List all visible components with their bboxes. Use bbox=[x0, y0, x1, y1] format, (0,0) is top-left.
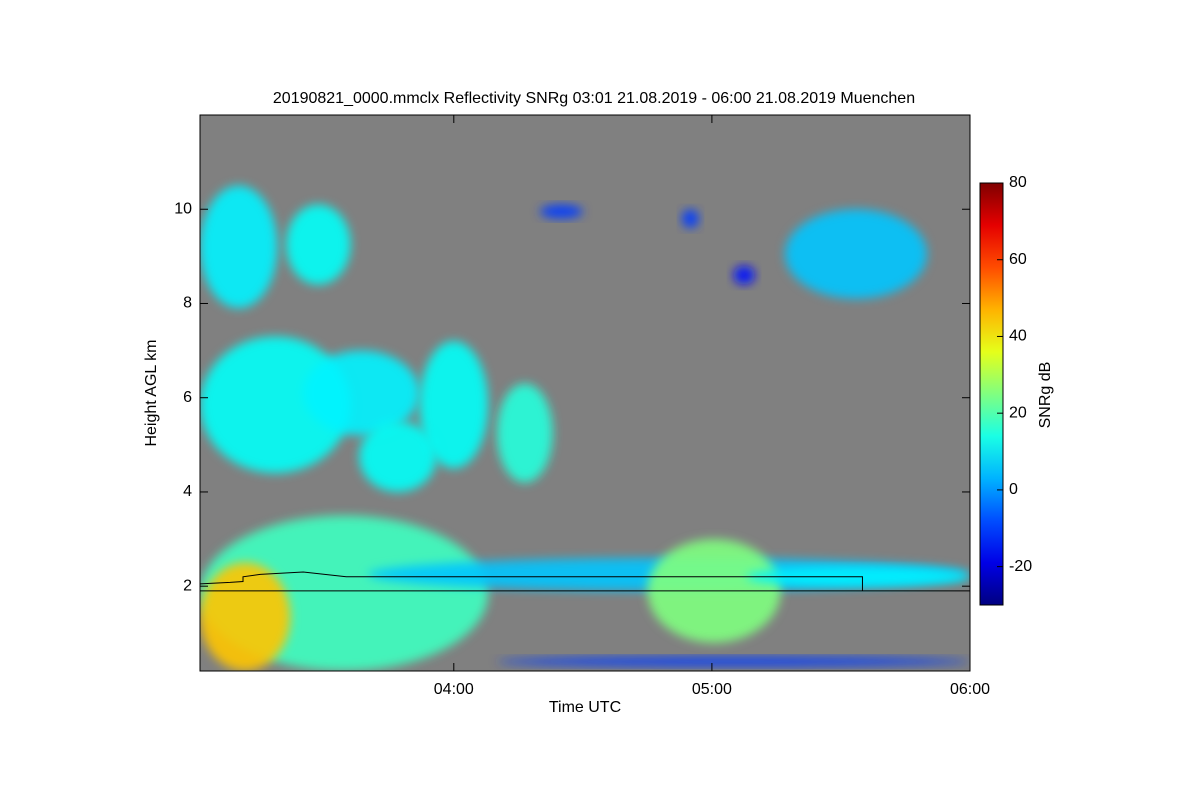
echo-region bbox=[200, 562, 291, 671]
echo-region bbox=[419, 341, 489, 469]
echo-region bbox=[785, 209, 927, 299]
plot-frame bbox=[199, 114, 971, 672]
y-tick-label: 2 bbox=[183, 577, 192, 594]
echo-region bbox=[200, 185, 278, 309]
echo-region bbox=[496, 383, 553, 483]
x-axis-label: Time UTC bbox=[549, 699, 621, 716]
echo-region bbox=[539, 204, 583, 219]
colorbar-label: SNRg dB bbox=[1037, 362, 1054, 429]
x-tick-label: 05:00 bbox=[692, 681, 732, 698]
y-tick-label: 4 bbox=[183, 483, 192, 500]
cloud-base-line bbox=[200, 571, 863, 591]
colorbar bbox=[979, 182, 1004, 606]
echo-region bbox=[733, 265, 755, 285]
colorbar-tick-label: 60 bbox=[1009, 251, 1027, 268]
colorbar-tick-label: 0 bbox=[1009, 481, 1018, 498]
echo-region bbox=[496, 656, 970, 667]
echo-region bbox=[681, 209, 699, 229]
x-tick-label: 06:00 bbox=[950, 681, 990, 698]
plot-area bbox=[200, 185, 970, 671]
y-tick-label: 6 bbox=[183, 389, 192, 406]
x-tick-label: 04:00 bbox=[434, 681, 474, 698]
chart-title: 20190821_0000.mmclx Reflectivity SNRg 03… bbox=[273, 90, 915, 107]
colorbar-tick-label: 40 bbox=[1009, 328, 1027, 345]
echo-region bbox=[286, 204, 351, 285]
colorbar-tick-label: 80 bbox=[1009, 174, 1027, 191]
echo-region bbox=[303, 350, 420, 436]
colorbar-tick-label: -20 bbox=[1009, 558, 1032, 575]
y-axis-label: Height AGL km bbox=[143, 339, 160, 446]
echo-region bbox=[359, 421, 437, 492]
colorbar-tick-label: 20 bbox=[1009, 404, 1027, 421]
y-tick-label: 10 bbox=[174, 200, 192, 217]
y-tick-label: 8 bbox=[183, 295, 192, 312]
